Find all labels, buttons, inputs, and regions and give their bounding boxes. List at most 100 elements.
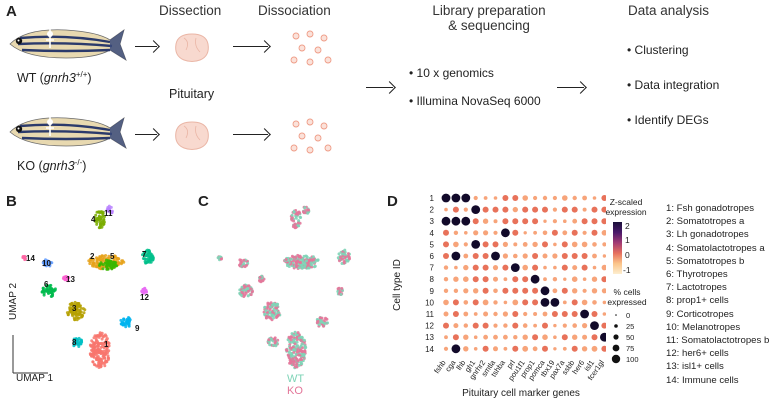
dot-8-fshb <box>443 277 449 282</box>
dot-3-prop1 <box>532 218 539 225</box>
dot-4-pou1f1 <box>523 231 527 235</box>
dot-10-gh1 <box>472 299 479 306</box>
dot-3-prl <box>512 218 519 225</box>
zscore-legend-title: Z-scaled expression <box>605 197 647 217</box>
dot-8-gnrhr2 <box>482 276 489 283</box>
dot-14-fcer1gl <box>601 345 606 352</box>
dot-2-her6 <box>582 207 587 212</box>
dot-3-isl1 <box>591 218 598 225</box>
dot-1-cga <box>451 193 461 203</box>
analysis-item-2: Data integration <box>627 78 720 92</box>
dot-1-her6 <box>582 195 587 201</box>
dot-3-pomca <box>543 219 547 223</box>
dot-9-her6 <box>582 288 587 293</box>
arrow-to-library <box>366 87 393 88</box>
dot-6-pax7a <box>561 253 568 259</box>
dot-4-ssbb <box>571 229 578 236</box>
dot-10-isl1 <box>592 300 597 305</box>
dot-9-isl1 <box>591 288 598 294</box>
dot-13-fshb <box>444 335 448 340</box>
row-label-13: 13 <box>425 333 434 342</box>
umap2-axis-label: UMAP 2 <box>8 282 19 320</box>
dot-12-gnrhr2 <box>482 322 489 329</box>
cell-type-10: 10: Melanotropes <box>666 321 741 333</box>
dot-1-prop1 <box>533 195 538 201</box>
dot-8-ssbb <box>571 276 578 282</box>
dot-13-pomca <box>542 334 548 340</box>
cluster-5-points <box>98 258 119 271</box>
dot-8-isl1 <box>591 276 598 282</box>
dot-9-tbx19 <box>552 288 558 294</box>
dot-10-prop1 <box>532 299 539 306</box>
pct-dot-100 <box>611 354 621 364</box>
dot-12-her6 <box>582 323 588 329</box>
dot-7-fshb <box>443 265 449 270</box>
dot-5-prl <box>513 242 518 247</box>
dot-2-gh1 <box>471 205 481 214</box>
dot-13-cga <box>452 334 459 341</box>
dot-1-isl1 <box>592 196 597 200</box>
cell-type-1: 1: Fsh gonadotropes <box>666 203 755 214</box>
dot-9-prop1 <box>532 287 539 294</box>
pct-legend-title: % cells expressed <box>607 287 647 307</box>
dot-4-her6 <box>582 230 587 235</box>
cluster-label-8: 8 <box>72 338 77 347</box>
dot-4-prl <box>512 229 519 236</box>
dot-12-tbx19 <box>553 323 557 328</box>
library-title: Library preparation & sequencing <box>432 3 546 33</box>
dot-7-prop1 <box>532 264 539 271</box>
dot-14-tshba <box>503 346 508 351</box>
dot-5-fshb <box>443 241 449 248</box>
dot-4-isl1 <box>591 229 598 236</box>
dot-11-smtla <box>493 311 498 317</box>
dot-7-isl1 <box>592 265 597 270</box>
cluster-3-points <box>65 300 87 322</box>
pct-label-50: 50 <box>626 333 634 342</box>
panel-a-letter: A <box>6 3 17 20</box>
dot-7-cga <box>454 265 458 270</box>
dot-12-pomca <box>542 322 548 329</box>
dot-6-smtla <box>491 251 500 261</box>
pituitary-label: Pituitary <box>169 87 215 101</box>
cell-type-7: 7: Lactotropes <box>666 282 727 294</box>
dot-1-ssbb <box>572 195 577 201</box>
dot-2-gnrhr2 <box>482 206 489 213</box>
dot-11-gh1 <box>473 312 478 316</box>
dot-2-pax7a <box>561 206 568 213</box>
dot-3-her6 <box>581 218 588 225</box>
cluster-10-points <box>41 258 54 268</box>
dot-14-ssbb <box>571 345 578 352</box>
dot-6-tshba <box>502 253 508 259</box>
dot-13-gh1 <box>473 335 478 339</box>
dot-12-isl1 <box>590 321 599 330</box>
umap1-axis-label: UMAP 1 <box>16 373 54 384</box>
dot-2-isl1 <box>591 206 598 213</box>
dot-12-fshb <box>443 322 449 329</box>
dot-11-pou1f1 <box>523 311 528 317</box>
row-label-7: 7 <box>430 264 435 273</box>
legend-ko: KO <box>287 385 303 397</box>
cluster-label-5: 5 <box>110 252 115 261</box>
dot-2-prl <box>512 206 518 213</box>
cell-type-6: 6: Thyrotropes <box>666 269 728 281</box>
dot-14-lhb <box>463 346 469 352</box>
dot-5-gh1 <box>471 240 481 249</box>
analysis-item-3: Identify DEGs <box>627 113 709 127</box>
dot-1-gnrhr2 <box>483 196 488 200</box>
dot-8-smtla <box>493 276 498 282</box>
legend-wt: WT <box>287 373 305 385</box>
dot-8-prop1 <box>530 274 540 284</box>
wt-genotype-label: WT (gnrh3+/+) <box>17 70 92 86</box>
dot-8-her6 <box>582 277 587 281</box>
cell-type-12: 12: her6+ cells <box>666 348 729 360</box>
panel-b-letter: B <box>6 193 17 210</box>
dot-4-gh1 <box>473 230 479 236</box>
dot-4-smtla <box>493 230 498 235</box>
pct-label-0: 0 <box>626 311 630 320</box>
dot-7-lhb <box>463 264 469 271</box>
analysis-title: Data analysis <box>628 3 710 18</box>
dot-2-cga <box>452 206 459 213</box>
ko-genotype-label: KO (gnrh3-/-) <box>17 158 87 174</box>
dot-2-pou1f1 <box>522 206 529 213</box>
pituitary-wt-icon <box>175 33 209 62</box>
